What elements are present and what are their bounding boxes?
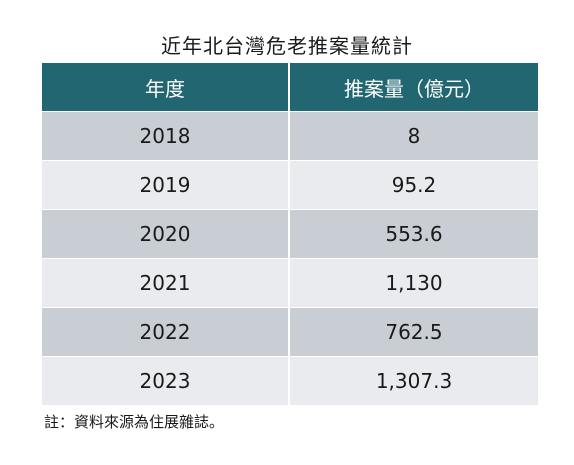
table-header-row: 年度 推案量（億元）: [42, 63, 538, 111]
header-year: 年度: [42, 63, 288, 111]
volume-cell: 1,130: [290, 259, 538, 307]
table-row: 2021 1,130: [42, 259, 538, 307]
table-row: 2020 553.6: [42, 210, 538, 258]
volume-cell: 8: [290, 112, 538, 160]
header-volume: 推案量（億元）: [290, 63, 538, 111]
table-row: 2018 8: [42, 112, 538, 160]
year-cell: 2020: [42, 210, 288, 258]
volume-cell: 553.6: [290, 210, 538, 258]
volume-cell: 1,307.3: [290, 357, 538, 405]
data-table: 年度 推案量（億元） 2018 8 2019 95.2 2020 553.6 2…: [42, 63, 538, 406]
table-row: 2023 1,307.3: [42, 357, 538, 405]
year-cell: 2021: [42, 259, 288, 307]
year-cell: 2023: [42, 357, 288, 405]
volume-cell: 95.2: [290, 161, 538, 209]
year-cell: 2022: [42, 308, 288, 356]
table-row: 2019 95.2: [42, 161, 538, 209]
volume-cell: 762.5: [290, 308, 538, 356]
table-row: 2022 762.5: [42, 308, 538, 356]
year-cell: 2018: [42, 112, 288, 160]
source-note: 註：資料來源為住展雜誌。: [44, 413, 225, 431]
table-title: 近年北台灣危老推案量統計: [161, 34, 413, 58]
year-cell: 2019: [42, 161, 288, 209]
